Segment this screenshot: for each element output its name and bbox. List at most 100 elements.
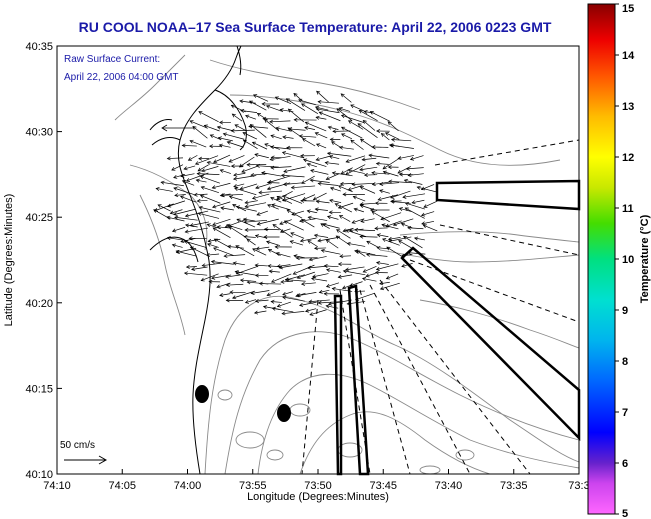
- bathymetry-contour: [224, 331, 580, 475]
- current-vector-head: [239, 278, 244, 283]
- current-vector-head: [376, 129, 381, 134]
- current-vector-head: [359, 167, 364, 172]
- current-vector-head: [362, 120, 367, 124]
- current-vector: [224, 254, 246, 257]
- bathymetry-contour: [455, 449, 475, 461]
- current-vector-head: [175, 249, 180, 254]
- current-vector: [232, 204, 247, 212]
- current-vector-head: [235, 205, 241, 210]
- current-vector-head: [328, 210, 333, 215]
- current-vector: [189, 120, 208, 129]
- current-vector: [266, 289, 280, 296]
- current-vector-head: [314, 132, 319, 136]
- current-vector: [200, 175, 220, 184]
- current-vector: [232, 113, 243, 122]
- current-vector-head: [354, 249, 359, 254]
- current-vector-head: [347, 168, 352, 173]
- current-vector-head: [254, 263, 259, 268]
- current-vector: [206, 253, 220, 256]
- colorbar-tick-label: 11: [622, 203, 634, 215]
- current-vector: [300, 237, 317, 242]
- current-vector: [305, 308, 317, 312]
- current-vector: [261, 172, 282, 177]
- current-vector-head: [230, 164, 235, 169]
- current-vector-head: [345, 159, 350, 163]
- current-vector-head: [234, 124, 239, 128]
- current-vector-head: [368, 153, 373, 158]
- current-vector: [391, 139, 412, 142]
- current-vector-head: [276, 195, 281, 200]
- y-axis-label: Latitude (Degrees:Minutes): [3, 194, 15, 327]
- current-vector-head: [188, 236, 193, 241]
- current-vector: [189, 140, 207, 148]
- current-vector: [323, 223, 340, 229]
- current-vector: [192, 126, 208, 139]
- current-vector-head: [304, 121, 309, 126]
- current-vector: [198, 111, 219, 123]
- current-vector: [167, 200, 186, 207]
- current-vector-head: [201, 168, 206, 173]
- current-vector: [382, 238, 400, 246]
- current-vector-head: [255, 185, 260, 190]
- current-vector-head: [315, 157, 320, 162]
- bathymetry-contour: [204, 296, 580, 475]
- current-vector: [221, 194, 244, 196]
- current-vector-head: [166, 215, 171, 220]
- current-vector-head: [233, 172, 238, 177]
- current-vector-head: [411, 200, 416, 205]
- current-vector: [380, 282, 400, 290]
- current-vector-head: [206, 223, 211, 228]
- current-vector: [381, 133, 390, 141]
- current-vector-head: [398, 207, 403, 211]
- current-vector-head: [208, 279, 213, 284]
- current-vector-head: [254, 299, 259, 303]
- coastline-segment: [214, 89, 247, 151]
- current-vector: [223, 133, 245, 140]
- current-vector-head: [217, 136, 222, 141]
- current-vector: [301, 175, 315, 184]
- current-vector: [386, 246, 402, 257]
- current-vector-head: [264, 143, 269, 147]
- current-vector-head: [287, 108, 292, 113]
- current-vector: [324, 265, 339, 268]
- current-vector: [185, 210, 209, 217]
- current-vector-head: [251, 141, 257, 146]
- current-vector-head: [385, 223, 390, 228]
- current-vector-head: [183, 271, 188, 276]
- current-vector-head: [231, 113, 236, 118]
- current-vector-head: [290, 185, 295, 190]
- current-vector-head: [400, 222, 405, 227]
- current-vector: [331, 141, 342, 149]
- current-vector: [327, 152, 352, 157]
- current-vector: [312, 273, 329, 278]
- current-vector-head: [228, 226, 233, 230]
- current-vector: [174, 216, 198, 221]
- current-vector: [347, 242, 366, 247]
- current-vector: [256, 210, 269, 216]
- current-vector-head: [225, 298, 230, 303]
- current-vector-head: [314, 207, 319, 212]
- current-vector-head: [346, 241, 351, 246]
- current-vector-head: [225, 283, 230, 287]
- current-vector-head: [329, 186, 335, 191]
- current-vector: [167, 237, 183, 241]
- current-vector: [184, 240, 207, 248]
- current-vector: [213, 154, 231, 163]
- current-vector-head: [226, 140, 231, 145]
- x-tick-label: 73:40: [435, 480, 463, 492]
- current-vector-head: [189, 246, 195, 251]
- current-vector-head: [213, 238, 218, 243]
- current-vector-head: [246, 280, 251, 285]
- current-vector: [252, 193, 270, 199]
- x-tick-label: 74:05: [108, 480, 136, 492]
- current-vector: [366, 241, 379, 248]
- current-vector-head: [302, 158, 308, 163]
- current-vector: [368, 154, 390, 159]
- current-vector: [341, 133, 353, 140]
- current-vector: [326, 239, 339, 249]
- current-vector: [332, 172, 353, 177]
- current-vector: [363, 120, 376, 131]
- current-vector-head: [397, 156, 402, 161]
- current-vector: [346, 155, 366, 163]
- current-vector-head: [266, 180, 271, 185]
